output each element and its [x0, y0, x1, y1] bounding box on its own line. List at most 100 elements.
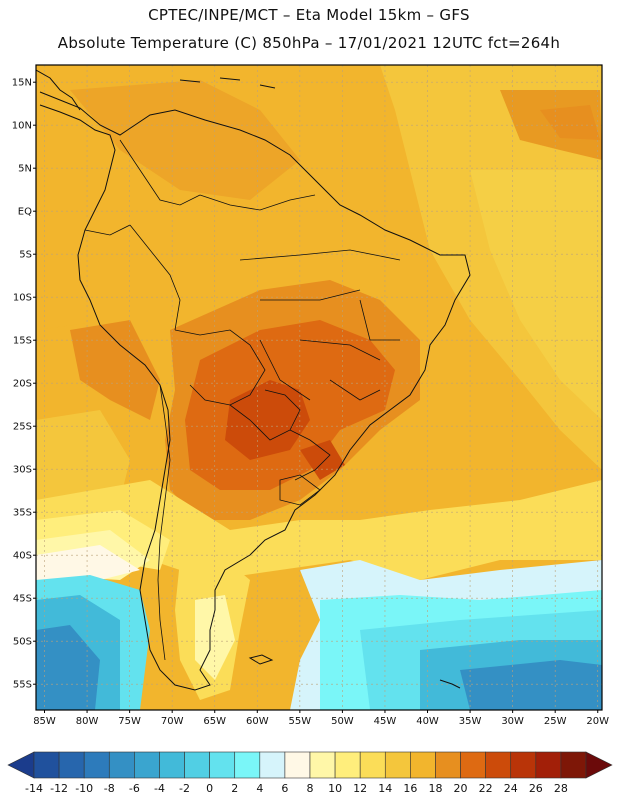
lon-tick-label: 60W: [246, 716, 269, 727]
colorbar-segment: [234, 751, 261, 779]
longitude-labels: 85W 80W 75W 70W 65W 60W 55W 50W 45W 40W 35W 30W 25W 2…: [33, 710, 609, 727]
colorbar-segment: [159, 751, 185, 779]
country-borders: [84, 139, 401, 661]
field-core-24: [225, 380, 310, 460]
colorbar-tick-label: 6: [281, 782, 288, 795]
lat-tick-label: 20S: [13, 379, 32, 390]
border-bolivia: [174, 329, 266, 406]
border-ecuador-peru: [84, 224, 131, 236]
colorbar-tick-label: 20: [454, 782, 468, 795]
colorbar-segment: [108, 751, 135, 779]
border-uruguay: [279, 474, 321, 506]
lon-tick-label: 65W: [203, 716, 226, 727]
field-ne-atlantic-20b: [540, 105, 600, 140]
colorbar-segment: [460, 751, 486, 779]
south-georgia: [439, 679, 461, 689]
map-frame: [35, 64, 603, 711]
colorbar-tick-label: 18: [428, 782, 442, 795]
lon-tick-label: 55W: [289, 716, 312, 727]
lat-tick-label: 10S: [13, 293, 32, 304]
colorbar-segment: [334, 751, 361, 779]
colorbar-tick-label: -14: [25, 782, 43, 795]
lon-tick-label: 35W: [459, 716, 482, 727]
colorbar-tick-label: 26: [529, 782, 543, 795]
colorbar-segment: [410, 751, 436, 779]
colorbar-tick-label: 24: [504, 782, 518, 795]
colorbar-tick-label: -10: [75, 782, 93, 795]
lat-tick-label: 35S: [13, 508, 32, 519]
border-chile-argentina: [157, 384, 171, 661]
lat-tick-label: 50S: [13, 637, 32, 648]
field-sa-m6: [460, 660, 602, 710]
lat-tick-label: 15N: [12, 78, 32, 89]
colorbar-segment: [134, 751, 160, 779]
colorbar-segment: [284, 751, 311, 779]
colorbar-tick-label: -8: [104, 782, 115, 795]
field-sp-m6: [36, 625, 100, 710]
colorbar-tick-label: 12: [353, 782, 367, 795]
colorbar-tick-label: 16: [403, 782, 417, 795]
colorbar-segment: [83, 751, 110, 779]
colorbar-segment: [309, 751, 336, 779]
colorbar-tick-label: 0: [206, 782, 213, 795]
colorbar-max-arrow: [585, 751, 613, 779]
colorbar-tick-label: -6: [129, 782, 140, 795]
border-venezuela-brazil: [199, 194, 316, 211]
colorbar-tick-label: 2: [231, 782, 238, 795]
lon-tick-label: 45W: [374, 716, 397, 727]
colorbar-tick-label: 28: [554, 782, 568, 795]
lon-tick-label: 30W: [501, 716, 524, 727]
lon-tick-label: 20W: [586, 716, 609, 727]
field-patagonia-10: [195, 595, 235, 680]
field-west-coast-20: [70, 320, 160, 420]
graticule: [36, 65, 602, 710]
field-pacific-16: [36, 410, 130, 500]
lat-tick-label: 5S: [19, 250, 32, 261]
colorbar-segment: [209, 751, 236, 779]
lat-tick-label: EQ: [18, 207, 32, 218]
colorbar-tick-label: -2: [179, 782, 190, 795]
chart-title-line1: CPTEC/INPE/MCT – Eta Model 15km – GFS: [148, 6, 470, 24]
colorbar-segment: [510, 751, 537, 779]
central-america-coast: [36, 69, 81, 111]
colorbar-segment: [485, 751, 512, 779]
colorbar-tick-label: 14: [378, 782, 392, 795]
lat-tick-label: 5N: [18, 164, 32, 175]
lat-tick-label: 55S: [13, 680, 32, 691]
temperature-field: [36, 65, 602, 710]
brazil-states: [239, 249, 401, 401]
caribbean-islands: [179, 77, 276, 89]
colorbar-tick-label: -4: [154, 782, 165, 795]
field-atlantic-16-18: [380, 65, 602, 470]
lat-tick-label: 30S: [13, 465, 32, 476]
chart-title-line2: Absolute Temperature (C) 850hPa – 17/01/…: [57, 34, 561, 52]
lon-tick-label: 85W: [33, 716, 56, 727]
coastlines: [36, 69, 471, 691]
lon-tick-label: 40W: [416, 716, 439, 727]
border-argentina-brazil: [289, 429, 331, 481]
south-america-coastline: [39, 91, 471, 691]
colorbar-tick-label: 10: [328, 782, 342, 795]
falklands: [248, 654, 274, 665]
lat-tick-label: 15S: [13, 336, 32, 347]
latitude-labels: 15N 10N 5N EQ 5S 10S 15S 20S 25S 30S 35S 40S 45S 50S 5…: [12, 78, 36, 691]
colorbar-segment: [259, 751, 286, 779]
colorbar-tick-label: 4: [256, 782, 263, 795]
lon-tick-label: 70W: [161, 716, 184, 727]
colorbar-segment: [560, 751, 587, 779]
border-colombia-venezuela: [119, 139, 201, 206]
colorbar: -14 -12 -10 -8 -6 -4 -2 0 2 4 6 8 10 12 14 16 18 20 22 24 26…: [7, 751, 613, 795]
lon-tick-label: 80W: [76, 716, 99, 727]
colorbar-min-arrow: [7, 751, 35, 779]
lat-tick-label: 40S: [13, 551, 32, 562]
colorbar-tick-label: 22: [479, 782, 493, 795]
colorbar-tick-label: 8: [307, 782, 314, 795]
colorbar-segment: [359, 751, 386, 779]
colorbar-segment: [184, 751, 210, 779]
field-atlantic-16: [470, 170, 602, 420]
lat-tick-label: 45S: [13, 594, 32, 605]
field-core-24b: [300, 440, 345, 480]
colorbar-segment: [58, 751, 85, 779]
colorbar-segment: [535, 751, 562, 779]
